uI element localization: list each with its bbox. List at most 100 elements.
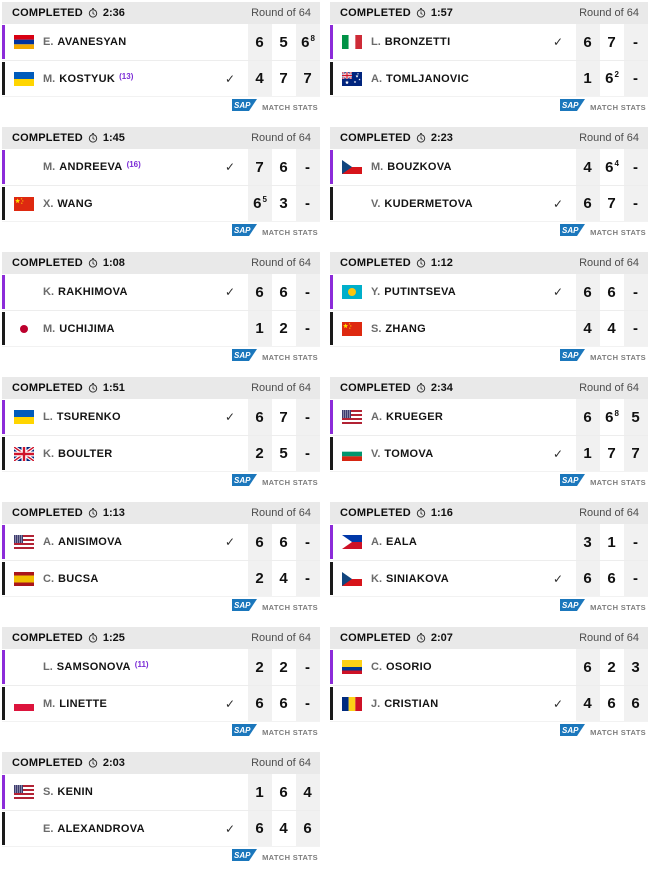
player-name: X. WANG	[43, 198, 220, 210]
set3-score: 5	[624, 399, 648, 435]
match-card[interactable]: COMPLETED 1:51 Round of 64 L. TSURENKO ✓	[2, 377, 320, 488]
match-card[interactable]: COMPLETED 1:08 Round of 64 K. RAKHIMOVA …	[2, 252, 320, 363]
match-stats-link[interactable]: MATCH STATS	[262, 852, 318, 862]
winner-check-icon: ✓	[224, 535, 236, 549]
accent-bar	[330, 312, 333, 345]
accent-bar	[2, 275, 5, 309]
set1-score: 3	[576, 524, 600, 560]
sap-logo-icon[interactable]: SAP	[232, 223, 258, 241]
match-stats-link[interactable]: MATCH STATS	[590, 352, 646, 362]
match-status-group: COMPLETED 2:34	[340, 382, 453, 394]
match-stats-link[interactable]: MATCH STATS	[262, 477, 318, 487]
set-score-value: -	[633, 33, 638, 51]
accent-bar	[2, 25, 5, 59]
player-name: J. CRISTIAN	[371, 698, 548, 710]
match-header: COMPLETED 1:25 Round of 64	[2, 627, 320, 649]
sap-logo-icon[interactable]: SAP	[232, 848, 258, 866]
set-score-value: -	[633, 570, 638, 587]
set-score-value: 7	[631, 445, 640, 462]
player-name: S. KENIN	[43, 786, 220, 798]
accent-bar	[330, 437, 333, 470]
score-cells: 4 4 -	[576, 311, 648, 346]
accent-bar	[2, 775, 5, 809]
player-row-bottom: S. ZHANG ✓ 4 4 -	[330, 310, 648, 346]
score-cells: 7 6 -	[248, 149, 320, 185]
sap-logo-icon[interactable]: SAP	[560, 98, 586, 116]
match-duration: 1:08	[102, 257, 125, 269]
sap-logo-icon[interactable]: SAP	[232, 348, 258, 366]
score-cells: 6 7 -	[576, 186, 648, 221]
player-flag	[342, 410, 362, 424]
match-card[interactable]: COMPLETED 2:36 Round of 64 E. AVANESYAN …	[2, 2, 320, 113]
set1-score: 6	[248, 399, 272, 435]
sap-logo-icon[interactable]: SAP	[232, 598, 258, 616]
set-score-value: -	[305, 658, 310, 676]
set-score-value: -	[305, 195, 310, 212]
match-card[interactable]: COMPLETED 1:25 Round of 64 L. SAMSONOVA …	[2, 627, 320, 738]
clock-icon	[416, 258, 426, 268]
match-card[interactable]: COMPLETED 1:57 Round of 64 L. BRONZETTI …	[330, 2, 648, 113]
match-duration: 2:34	[430, 382, 453, 394]
match-status-group: COMPLETED 2:03	[12, 757, 125, 769]
score-cells: 1 6 4	[248, 774, 320, 810]
sap-logo-icon[interactable]: SAP	[232, 473, 258, 491]
match-stats-link[interactable]: MATCH STATS	[262, 727, 318, 737]
player-name: C. OSORIO	[371, 661, 548, 673]
match-stats-link[interactable]: MATCH STATS	[590, 477, 646, 487]
player-row-top: A. EALA ✓ 3 1 -	[330, 524, 648, 560]
match-footer: SAP MATCH STATS	[2, 597, 320, 613]
set1-score: 6	[248, 811, 272, 846]
svg-text:SAP: SAP	[234, 851, 251, 860]
set-score-value: 6	[255, 533, 264, 551]
set2-score: 6	[272, 274, 296, 310]
sap-logo-icon[interactable]: SAP	[560, 723, 586, 741]
match-card[interactable]: COMPLETED 2:23 Round of 64 M. BOUZKOVA ✓	[330, 127, 648, 238]
match-card[interactable]: COMPLETED 1:16 Round of 64 A. EALA ✓ 3	[330, 502, 648, 613]
accent-bar	[2, 312, 5, 345]
player-surname: KRUEGER	[386, 411, 444, 423]
score-cells: 6 2 3	[576, 649, 648, 685]
accent-bar	[2, 525, 5, 559]
player-surname: WANG	[57, 197, 93, 210]
match-stats-link[interactable]: MATCH STATS	[262, 227, 318, 237]
match-card[interactable]: COMPLETED 1:45 Round of 64 M. ANDREEVA (…	[2, 127, 320, 238]
match-status-group: COMPLETED 1:45	[12, 132, 125, 144]
match-stats-link[interactable]: MATCH STATS	[590, 102, 646, 112]
score-cells: 6 6 -	[576, 561, 648, 596]
player-rows: Y. PUTINTSEVA ✓ 6 6 - S. ZHANG	[330, 274, 648, 347]
tiebreak-score: 5	[262, 195, 267, 204]
set-score-value: 6	[631, 695, 640, 712]
match-stats-link[interactable]: MATCH STATS	[590, 727, 646, 737]
sap-logo-icon[interactable]: SAP	[560, 473, 586, 491]
set3-score: -	[296, 399, 320, 435]
sap-logo-icon[interactable]: SAP	[232, 98, 258, 116]
set2-score: 6	[272, 149, 296, 185]
set2-score: 2	[272, 649, 296, 685]
player-name: A. ANISIMOVA	[43, 536, 220, 548]
match-stats-link[interactable]: MATCH STATS	[262, 102, 318, 112]
match-stats-link[interactable]: MATCH STATS	[590, 602, 646, 612]
sap-logo-icon[interactable]: SAP	[232, 723, 258, 741]
player-row-top: M. BOUZKOVA ✓ 4 64 -	[330, 149, 648, 185]
score-cells: 6 4 6	[248, 811, 320, 846]
match-card[interactable]: COMPLETED 2:07 Round of 64 C. OSORIO ✓	[330, 627, 648, 738]
sap-logo-icon[interactable]: SAP	[560, 348, 586, 366]
set1-score: 7	[248, 149, 272, 185]
sap-logo-icon[interactable]: SAP	[560, 598, 586, 616]
match-stats-link[interactable]: MATCH STATS	[262, 602, 318, 612]
set3-score: 7	[624, 436, 648, 471]
match-card[interactable]: COMPLETED 2:34 Round of 64 A. KRUEGER ✓	[330, 377, 648, 488]
player-name: A. TOMLJANOVIC	[371, 73, 548, 85]
match-card[interactable]: COMPLETED 1:13 Round of 64 A. ANISIMOVA …	[2, 502, 320, 613]
player-row-bottom: V. TOMOVA ✓ 1 7 7	[330, 435, 648, 471]
match-stats-link[interactable]: MATCH STATS	[262, 352, 318, 362]
sap-logo-icon[interactable]: SAP	[560, 223, 586, 241]
match-card[interactable]: COMPLETED 2:03 Round of 64 S. KENIN ✓ 1	[2, 752, 320, 863]
set2-score: 6	[600, 561, 624, 596]
match-card[interactable]: COMPLETED 1:12 Round of 64 Y. PUTINTSEVA…	[330, 252, 648, 363]
player-name: L. BRONZETTI	[371, 36, 548, 48]
player-surname: TOMLJANOVIC	[386, 72, 470, 85]
match-stats-link[interactable]: MATCH STATS	[590, 227, 646, 237]
player-rows: A. KRUEGER ✓ 6 68 5 V. TOMOVA	[330, 399, 648, 472]
